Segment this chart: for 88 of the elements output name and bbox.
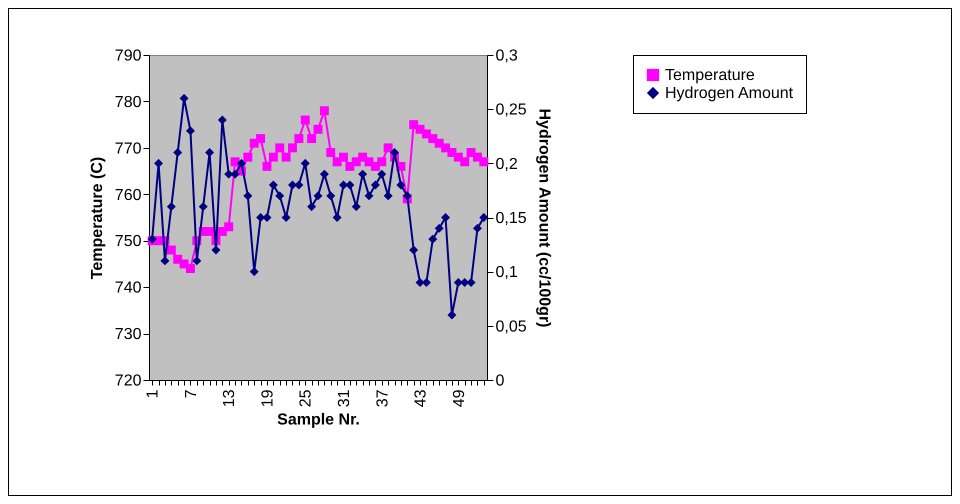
y-tick-label: 790	[114, 48, 142, 64]
point	[230, 157, 240, 166]
y-tick-label: 740	[114, 280, 142, 297]
x-tick-label: 31	[336, 389, 354, 408]
point	[339, 152, 348, 162]
point	[377, 170, 386, 179]
point	[434, 224, 444, 233]
point	[243, 191, 252, 200]
x-tick-label: 37	[374, 389, 392, 408]
point	[320, 170, 329, 179]
x-tick-label: 13	[221, 389, 238, 408]
point	[186, 126, 195, 136]
point	[256, 134, 266, 144]
point	[307, 202, 316, 212]
point	[288, 143, 297, 152]
point	[211, 246, 220, 254]
point	[320, 106, 329, 116]
point	[180, 94, 189, 103]
y2-tick-label: 0,1	[496, 264, 518, 282]
point	[479, 213, 488, 222]
point	[472, 224, 482, 233]
x-tick-label: 19	[259, 389, 276, 408]
y2-tick-label: 0	[496, 372, 504, 390]
point	[192, 256, 202, 266]
x-tick-label: 25	[298, 389, 315, 408]
y-tick-label: 730	[114, 326, 142, 344]
x-tick-label: 1	[144, 389, 162, 398]
point	[154, 158, 164, 168]
point	[326, 191, 336, 200]
x-tick-label: 43	[412, 389, 430, 408]
point	[370, 180, 380, 190]
y-tick-label: 770	[114, 140, 142, 158]
point	[218, 116, 227, 124]
y-tick-label: 720	[114, 372, 142, 390]
x-axis-title: Sample Nr.	[277, 411, 360, 428]
point	[262, 213, 272, 222]
point	[300, 116, 310, 124]
point	[460, 157, 470, 166]
point	[384, 143, 393, 152]
point	[479, 157, 488, 166]
legend-label: Hydrogen Amount	[665, 85, 794, 102]
point	[237, 158, 246, 168]
point	[160, 256, 170, 266]
point	[268, 180, 278, 190]
y2-axis-title: Hydrogen Amount (cc/100gr)	[536, 108, 553, 328]
point	[173, 148, 182, 157]
y2-tick-label: 0,15	[496, 210, 527, 227]
point	[326, 148, 336, 157]
point	[441, 213, 450, 222]
x-tick-label: 7	[182, 389, 200, 398]
point	[314, 191, 322, 200]
y2-tick-label: 0,2	[496, 156, 518, 173]
point	[294, 134, 304, 144]
point	[428, 234, 438, 244]
legend-label: Temperature	[665, 67, 755, 84]
y-tick-label: 780	[114, 94, 142, 111]
point	[352, 202, 361, 212]
point	[275, 143, 284, 152]
point	[198, 202, 208, 212]
point	[377, 157, 386, 166]
point	[282, 152, 291, 162]
point	[205, 148, 214, 157]
point	[275, 191, 284, 200]
point	[205, 226, 214, 236]
point	[224, 222, 234, 232]
point	[390, 148, 399, 157]
point	[402, 191, 412, 200]
point	[166, 246, 176, 254]
y2-tick-label: 0,05	[496, 318, 527, 336]
point	[314, 124, 322, 134]
point	[447, 310, 456, 320]
point	[409, 246, 418, 254]
y-tick-label: 750	[114, 233, 142, 250]
point	[243, 152, 252, 162]
y-axis-title: Temperature (C)	[88, 156, 106, 280]
y2-tick-label: 0,3	[496, 48, 518, 64]
y-tick-label: 760	[114, 186, 142, 204]
y2-tick-label: 0,25	[496, 102, 527, 119]
point	[230, 170, 240, 179]
point	[262, 162, 272, 171]
x-tick-label: 49	[450, 389, 468, 408]
point	[307, 134, 316, 144]
point	[166, 202, 176, 212]
point	[186, 264, 195, 274]
point	[396, 180, 406, 190]
point	[466, 278, 476, 287]
point	[364, 191, 374, 200]
point	[268, 152, 278, 162]
